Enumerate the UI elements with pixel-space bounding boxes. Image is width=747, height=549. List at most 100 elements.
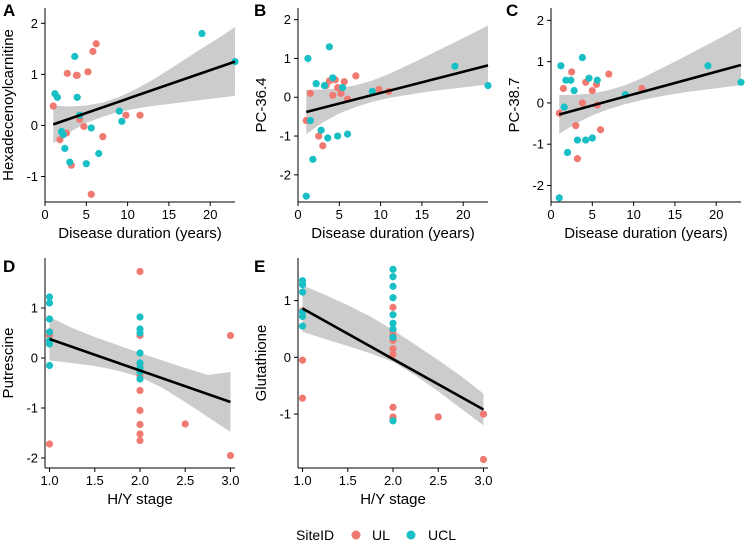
data-point-ucl — [343, 130, 352, 138]
y-tick-label: 2 — [537, 13, 544, 28]
panel-letter: E — [254, 257, 265, 276]
data-point-ul — [389, 303, 397, 311]
data-point-ul — [568, 68, 576, 76]
data-point-ul — [334, 83, 342, 92]
data-point-ucl — [136, 359, 144, 367]
data-point-ucl — [45, 299, 54, 307]
x-axis-title: Disease duration (years) — [58, 225, 221, 242]
x-tick-label: 1.5 — [86, 473, 104, 488]
data-point-ul — [122, 111, 130, 119]
legend-marker-ul — [351, 530, 361, 540]
y-tick-label: 0 — [284, 350, 291, 365]
regression-line — [52, 60, 236, 126]
data-point-ucl — [389, 333, 397, 342]
legend-title: SiteID — [296, 527, 334, 543]
regression-line — [558, 63, 742, 116]
data-point-ucl — [570, 86, 578, 95]
x-tick-label: 1.0 — [40, 473, 58, 488]
data-point-ucl — [389, 273, 397, 281]
data-point-ucl — [588, 134, 596, 142]
x-tick-label: 0 — [294, 207, 301, 222]
data-point-ucl — [302, 192, 310, 200]
data-point-ucl — [555, 194, 563, 202]
data-point-ucl — [737, 78, 745, 86]
panel-letter: B — [254, 1, 266, 20]
x-tick-label: 20 — [709, 207, 723, 222]
data-point-ul — [136, 111, 144, 119]
data-point-ul — [181, 420, 189, 428]
data-point-ucl — [389, 417, 397, 425]
y-axis-title: PC-36.4 — [253, 77, 270, 132]
panel-B: 0 5 10 15 20 -2 -1 0 1 2 Disease duration (years) P… — [253, 1, 492, 242]
panel-letter: C — [506, 1, 518, 20]
data-point-ucl — [585, 74, 593, 82]
y-tick-label: -1 — [532, 137, 544, 152]
data-point-ucl — [562, 76, 570, 84]
data-point-ucl — [45, 315, 54, 323]
data-point-ucl — [45, 340, 54, 348]
data-point-ucl — [582, 136, 590, 144]
x-tick-label: 2.0 — [131, 473, 149, 488]
legend-label-ul: UL — [372, 527, 390, 543]
x-tick-label: 15 — [415, 207, 429, 222]
x-tick-label: 5 — [83, 207, 90, 222]
data-point-ucl — [118, 117, 126, 125]
data-point-ucl — [320, 82, 329, 90]
data-point-ul — [136, 386, 144, 395]
x-tick-label: 10 — [120, 207, 134, 222]
data-point-ul — [434, 413, 442, 421]
data-point-ucl — [389, 294, 397, 302]
data-point-ucl — [61, 144, 69, 152]
data-point-ucl — [329, 74, 337, 82]
x-tick-label: 5 — [336, 207, 343, 222]
y-tick-label: -1 — [26, 401, 38, 416]
data-point-ul — [306, 89, 314, 97]
data-point-ucl — [389, 325, 397, 333]
data-point-ul — [89, 47, 97, 55]
data-point-ucl — [115, 107, 123, 115]
data-point-ucl — [45, 293, 54, 301]
panel-letter: A — [3, 1, 15, 20]
data-point-ucl — [95, 149, 103, 158]
y-tick-label: 2 — [284, 12, 291, 27]
x-tick-label: 2.5 — [176, 473, 194, 488]
regression-line — [49, 337, 231, 404]
data-point-ucl — [298, 322, 307, 330]
data-point-ul — [479, 455, 488, 464]
data-point-ucl — [389, 319, 397, 327]
data-point-ucl — [563, 148, 572, 157]
y-tick-label: 1 — [284, 293, 291, 308]
y-tick-label: 2 — [31, 16, 38, 31]
data-point-ul — [226, 451, 235, 460]
data-point-ucl — [317, 126, 325, 134]
x-axis-title: Disease duration (years) — [564, 225, 727, 242]
legend: SiteID UL UCL — [296, 527, 456, 543]
y-tick-label: 1 — [284, 51, 291, 66]
y-tick-label: 0 — [284, 90, 291, 105]
data-point-ul — [578, 99, 586, 107]
data-point-ucl — [59, 131, 67, 139]
data-point-ucl — [136, 313, 144, 321]
data-point-ucl — [136, 329, 144, 337]
data-point-ul — [389, 345, 397, 353]
x-axis-title: Disease duration (years) — [311, 225, 474, 242]
y-tick-label: 1 — [31, 301, 38, 316]
y-tick-label: 0 — [31, 351, 38, 366]
data-point-ucl — [325, 43, 333, 51]
data-point-ul — [329, 91, 337, 99]
data-point-ul — [226, 331, 235, 340]
panel-A: 0 5 10 15 20 -1 0 1 2 Disease duration (years) Hex… — [0, 1, 239, 242]
y-tick-label: -2 — [279, 167, 291, 182]
x-tick-label: 20 — [203, 207, 217, 222]
data-point-ul — [136, 406, 144, 415]
y-tick-label: 1 — [31, 67, 38, 82]
data-point-ul — [136, 420, 144, 429]
data-point-ucl — [312, 80, 320, 88]
legend-label-ucl: UCL — [428, 527, 456, 543]
x-tick-label: 10 — [373, 207, 387, 222]
data-point-ul — [572, 122, 580, 130]
data-point-ul — [352, 72, 360, 80]
data-point-ul — [45, 440, 54, 448]
y-tick-label: -2 — [532, 178, 544, 193]
data-point-ucl — [298, 288, 307, 296]
